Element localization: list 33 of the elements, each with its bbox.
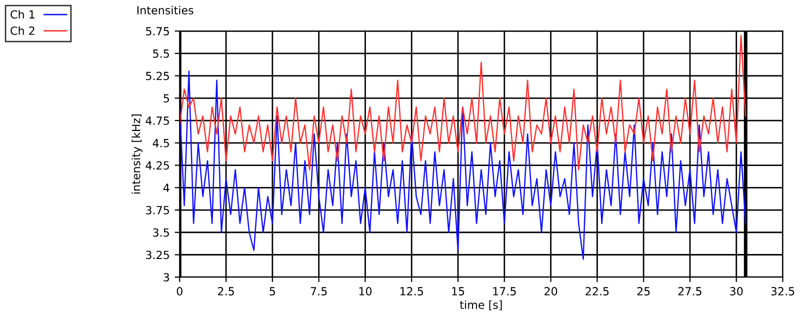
x-tick-label: 7.5: [310, 287, 327, 296]
x-tick-label: 20: [544, 287, 558, 296]
x-tick-label: 17.5: [493, 287, 516, 296]
x-tick-label: 25: [637, 287, 650, 296]
line-series: [180, 70, 746, 260]
x-tick-label: 12.5: [400, 287, 424, 296]
chart-title: Intensities: [137, 6, 194, 14]
y-tick-label: 5.75: [146, 27, 169, 36]
y-tick-label: 5.25: [146, 72, 169, 80]
x-tick-label: 5: [270, 287, 275, 296]
line-series: [180, 34, 746, 170]
y-axis-title: intensity [kHz]: [132, 114, 142, 194]
x-tick-label: 27.5: [678, 287, 702, 296]
y-tick-label: 3.5: [153, 228, 169, 237]
y-tick-label: 3: [164, 273, 170, 282]
y-tick-label: 4.25: [146, 161, 169, 170]
y-tick-label: 5: [164, 94, 169, 103]
y-tick-label: 3.25: [146, 250, 169, 260]
x-axis-title: time [s]: [460, 300, 502, 310]
x-tick-label: 22.5: [586, 287, 609, 296]
x-tick-label: 10: [359, 287, 372, 296]
x-tick-label: 15: [452, 287, 464, 296]
x-tick-label: 2.5: [218, 287, 234, 296]
x-tick-label: 0: [176, 287, 182, 296]
legend-label: Ch 1: [10, 10, 34, 19]
y-tick-label: 4.5: [152, 139, 169, 148]
y-tick-label: 4.75: [146, 116, 169, 125]
y-tick-label: 4: [163, 184, 170, 192]
legend-label: Ch 2: [10, 26, 34, 35]
y-tick-label: 5.5: [153, 50, 169, 58]
x-tick-label: 30: [730, 287, 743, 296]
y-tick-label: 3.75: [146, 206, 169, 214]
x-tick-label: 32.5: [771, 287, 794, 296]
